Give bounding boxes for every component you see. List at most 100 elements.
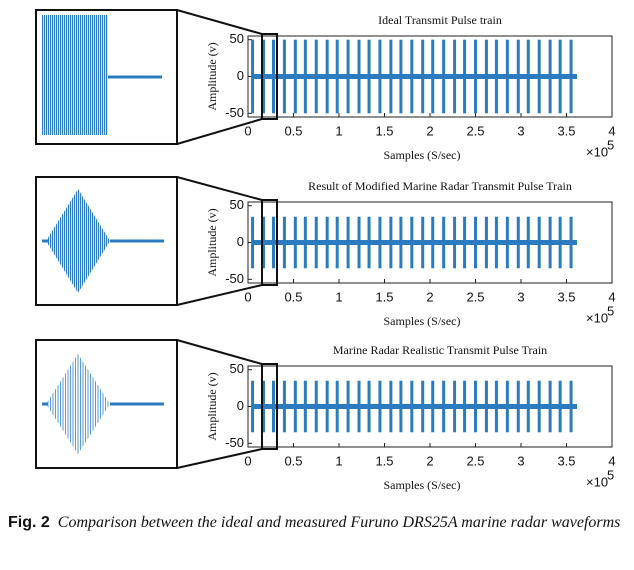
- pulse: [494, 39, 498, 114]
- pulse: [410, 216, 414, 269]
- y-tick-label: -50: [225, 435, 244, 450]
- pulse: [505, 39, 509, 114]
- pulse: [421, 380, 425, 433]
- y-axis-label: Amplitude (v): [205, 42, 219, 110]
- pulse: [261, 216, 265, 269]
- x-tick-label: 1.5: [375, 289, 393, 304]
- pulse: [314, 380, 318, 433]
- x-tick-label: 0: [244, 453, 251, 468]
- pulse: [421, 39, 425, 114]
- pulse: [516, 216, 520, 269]
- x-tick-label: 1: [335, 453, 342, 468]
- pulse: [399, 380, 403, 433]
- zoom-link: [176, 118, 263, 145]
- x-tick-label: 4: [608, 453, 615, 468]
- pulse: [463, 380, 467, 433]
- pulse: [251, 216, 255, 269]
- zoom-box: [261, 199, 278, 286]
- pulse: [293, 380, 297, 433]
- pulse: [537, 380, 541, 433]
- pulse: [516, 380, 520, 433]
- pulse: [346, 216, 350, 269]
- chart-title: Marine Radar Realistic Transmit Pulse Tr…: [333, 343, 547, 357]
- pulse: [421, 216, 425, 269]
- x-tick-label: 3.5: [557, 453, 575, 468]
- y-tick-label: 50: [230, 361, 244, 376]
- pulse: [474, 216, 477, 269]
- pulse: [346, 380, 350, 433]
- pulse: [537, 216, 541, 269]
- pulse: [303, 39, 307, 114]
- y-tick-label: 0: [237, 234, 244, 249]
- zoom-link: [176, 448, 263, 469]
- x-tick-label: 3: [517, 289, 524, 304]
- pulse: [325, 39, 329, 114]
- pulse: [516, 39, 520, 114]
- pulse: [314, 39, 318, 114]
- x-tick-label: 0: [244, 123, 251, 138]
- pulse: [526, 39, 530, 114]
- pulse: [474, 39, 477, 114]
- y-tick-label: 0: [237, 68, 244, 83]
- pulse: [453, 39, 457, 114]
- x-tick-label: 2.5: [466, 123, 484, 138]
- pulse: [558, 216, 562, 269]
- y-tick-label: 50: [230, 31, 244, 46]
- x-tick-label: 1: [335, 123, 342, 138]
- x-tick-label: 0: [244, 289, 251, 304]
- x-tick-label: 3: [517, 453, 524, 468]
- pulse: [303, 216, 307, 269]
- x-tick-label: 2.5: [466, 453, 484, 468]
- pulse: [282, 39, 286, 114]
- pulse: [378, 380, 382, 433]
- pulse: [442, 39, 446, 114]
- pulse: [505, 380, 509, 433]
- chart-title: Result of Modified Marine Radar Transmit…: [308, 179, 572, 193]
- x-tick-label: 2: [426, 453, 433, 468]
- x-tick-label: 2.5: [466, 289, 484, 304]
- pulse: [261, 380, 265, 433]
- pulse: [548, 39, 552, 114]
- pulse: [271, 380, 275, 433]
- inset-wave: [46, 189, 110, 293]
- pulse: [474, 380, 477, 433]
- pulse: [484, 216, 488, 269]
- y-tick-label: 0: [237, 398, 244, 413]
- pulse: [335, 216, 339, 269]
- pulse: [357, 39, 361, 114]
- x-tick-label: 1: [335, 289, 342, 304]
- pulse: [357, 216, 361, 269]
- zoom-link: [176, 176, 263, 201]
- zoom-link: [176, 339, 263, 365]
- x-tick-label: 0.5: [284, 123, 302, 138]
- chart-title: Ideal Transmit Pulse train: [378, 13, 502, 27]
- x-tick-label: 3: [517, 123, 524, 138]
- y-tick-label: -50: [225, 105, 244, 120]
- x-tick-label: 0.5: [284, 289, 302, 304]
- pulse: [442, 380, 446, 433]
- pulse: [431, 216, 435, 269]
- zoom-box: [261, 33, 278, 120]
- pulse: [494, 216, 498, 269]
- inset-wave: [42, 15, 108, 135]
- pulse: [410, 380, 414, 433]
- zoom-link: [176, 284, 263, 306]
- pulse: [389, 216, 393, 269]
- pulse: [537, 39, 541, 114]
- x-scale-base: ×10: [586, 474, 608, 489]
- pulse: [453, 380, 457, 433]
- x-tick-label: 1.5: [375, 123, 393, 138]
- pulse: [548, 380, 552, 433]
- x-scale-exponent: 5: [607, 137, 614, 152]
- y-tick-label: 50: [230, 197, 244, 212]
- x-tick-label: 1.5: [375, 453, 393, 468]
- pulse: [367, 380, 371, 433]
- x-axis-label: Samples (S/sec): [384, 478, 461, 492]
- pulse: [494, 380, 498, 433]
- pulse: [282, 216, 286, 269]
- x-scale-exponent: 5: [607, 303, 614, 318]
- pulse: [431, 39, 435, 114]
- pulse: [431, 380, 435, 433]
